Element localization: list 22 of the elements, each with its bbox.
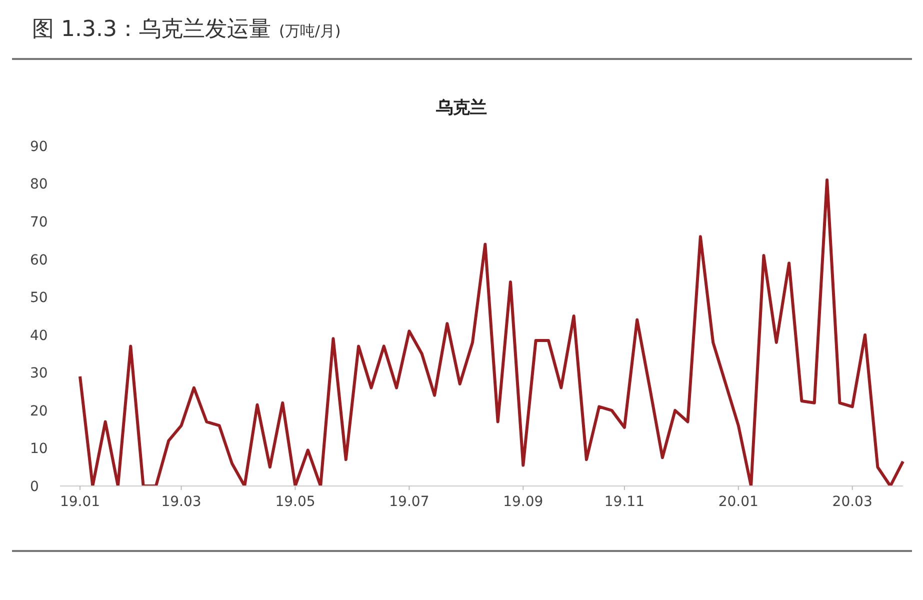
- x-tick-label: 20.03: [832, 494, 872, 510]
- x-tick-label: 19.03: [161, 494, 202, 510]
- x-tick-label: 19.09: [503, 494, 544, 510]
- y-tick-label: 50: [30, 290, 48, 306]
- y-tick-label: 30: [30, 366, 48, 382]
- y-tick-label: 0: [30, 478, 39, 495]
- x-tick-label: 19.11: [604, 494, 644, 510]
- y-tick-label: 20: [30, 403, 48, 420]
- chart-title: 图 1.3.3：乌克兰发运量: [32, 17, 271, 42]
- y-tick-label: 60: [30, 252, 48, 268]
- x-tick-label: 19.05: [275, 494, 316, 510]
- chart-subtitle: (万吨/月): [278, 22, 341, 40]
- x-tick-label: 19.07: [389, 494, 430, 510]
- y-tick-label: 70: [30, 214, 48, 231]
- y-tick-label: 90: [30, 138, 48, 155]
- y-tick-label: 80: [30, 176, 48, 193]
- line-series: [78, 178, 904, 486]
- x-tick-label: 20.01: [718, 494, 758, 510]
- y-tick-label: 10: [30, 441, 48, 458]
- text: 乌克兰: [435, 97, 488, 119]
- x-tick-label: 19.01: [60, 494, 100, 510]
- y-tick-label: 40: [30, 328, 48, 344]
